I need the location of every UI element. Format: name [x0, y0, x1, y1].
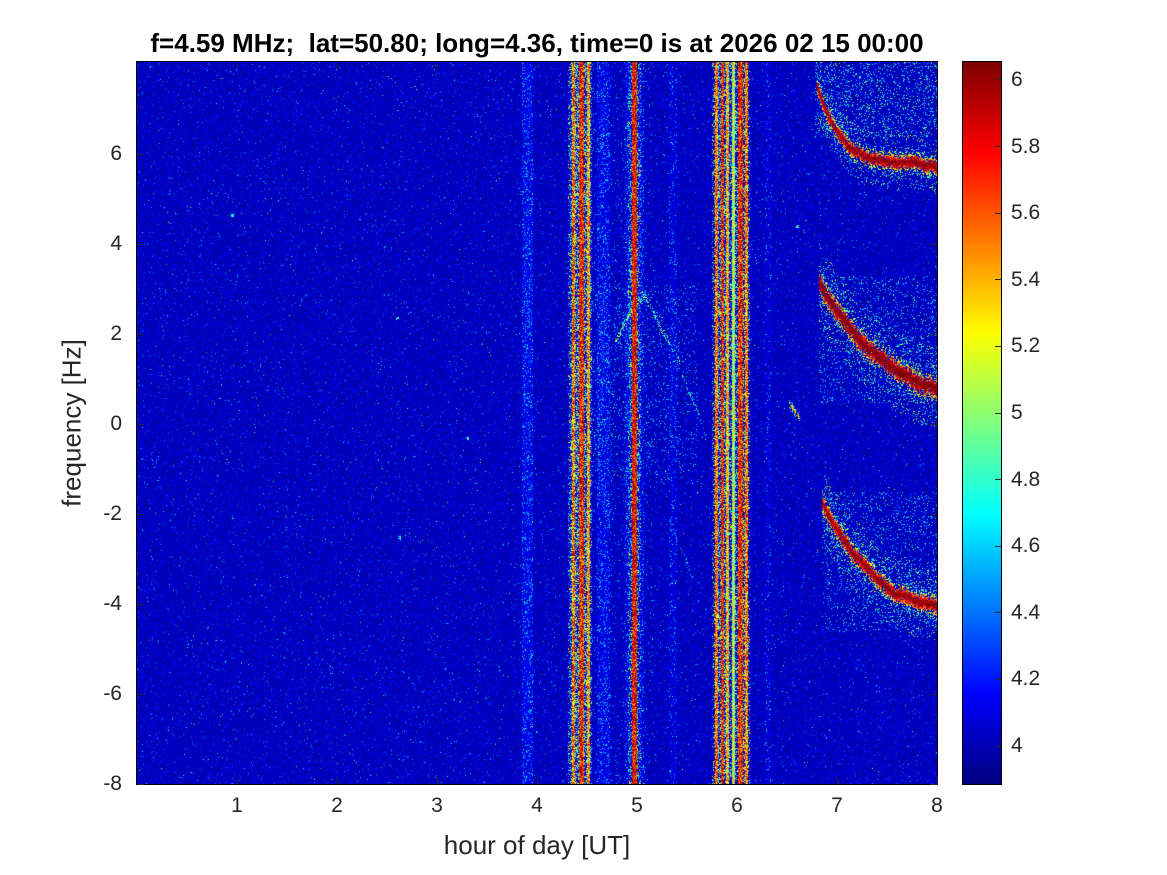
y-tick-mark: [137, 244, 144, 245]
colorbar-tick-label: 4.8: [1011, 468, 1040, 492]
x-tick-mark: [237, 62, 238, 69]
y-tick-label: 2: [42, 322, 122, 346]
colorbar-tick-mark: [995, 479, 1001, 480]
y-tick-mark: [137, 784, 144, 785]
x-tick-label: 1: [231, 794, 243, 818]
colorbar-tick-label: 4.2: [1011, 667, 1040, 691]
colorbar-tick-mark: [995, 746, 1001, 747]
colorbar-tick-label: 5.2: [1011, 334, 1040, 358]
colorbar-tick-label: 5: [1011, 401, 1023, 425]
y-tick-mark: [137, 334, 144, 335]
y-tick-mark: [137, 604, 144, 605]
y-tick-label: -8: [42, 772, 122, 796]
x-tick-mark: [337, 62, 338, 69]
y-tick-mark: [930, 244, 937, 245]
y-tick-mark: [930, 784, 937, 785]
colorbar-canvas: [963, 62, 1001, 784]
x-tick-mark: [837, 62, 838, 69]
y-tick-mark: [137, 514, 144, 515]
y-tick-mark: [137, 694, 144, 695]
colorbar-tick-mark: [995, 346, 1001, 347]
x-tick-label: 6: [731, 794, 743, 818]
x-tick-mark: [237, 777, 238, 784]
colorbar-tick-mark: [995, 279, 1001, 280]
y-tick-label: 6: [42, 142, 122, 166]
colorbar-tick-label: 5.8: [1011, 135, 1040, 159]
colorbar-tick-mark: [995, 679, 1001, 680]
x-tick-mark: [337, 777, 338, 784]
x-tick-mark: [937, 62, 938, 69]
y-tick-mark: [930, 694, 937, 695]
y-tick-label: -4: [42, 592, 122, 616]
colorbar-tick-label: 4: [1011, 734, 1023, 758]
x-tick-mark: [437, 62, 438, 69]
x-tick-mark: [537, 62, 538, 69]
x-tick-label: 2: [331, 794, 343, 818]
colorbar-tick-mark: [995, 146, 1001, 147]
colorbar-tick-label: 4.6: [1011, 534, 1040, 558]
x-tick-mark: [837, 777, 838, 784]
colorbar-tick-mark: [995, 612, 1001, 613]
spectrogram-figure: f=4.59 MHz; lat=50.80; long=4.36, time=0…: [0, 0, 1167, 875]
x-tick-label: 3: [431, 794, 443, 818]
x-tick-label: 5: [631, 794, 643, 818]
x-tick-label: 8: [931, 794, 943, 818]
colorbar-tick-label: 4.4: [1011, 601, 1040, 625]
y-tick-mark: [930, 334, 937, 335]
y-tick-label: -2: [42, 502, 122, 526]
y-tick-mark: [930, 424, 937, 425]
x-tick-label: 7: [831, 794, 843, 818]
x-tick-label: 4: [531, 794, 543, 818]
x-tick-mark: [637, 777, 638, 784]
colorbar-tick-label: 5.6: [1011, 201, 1040, 225]
y-tick-mark: [930, 514, 937, 515]
colorbar-tick-label: 6: [1011, 68, 1023, 92]
x-tick-mark: [537, 777, 538, 784]
colorbar-tick-mark: [995, 79, 1001, 80]
x-axis-label: hour of day [UT]: [137, 830, 937, 861]
y-tick-label: 4: [42, 232, 122, 256]
x-tick-mark: [737, 777, 738, 784]
y-tick-label: -6: [42, 682, 122, 706]
y-tick-mark: [137, 154, 144, 155]
spectrogram-canvas: [137, 62, 937, 784]
chart-title: f=4.59 MHz; lat=50.80; long=4.36, time=0…: [84, 28, 990, 59]
colorbar-tick-mark: [995, 413, 1001, 414]
x-tick-mark: [437, 777, 438, 784]
y-tick-mark: [930, 154, 937, 155]
x-tick-mark: [737, 62, 738, 69]
y-tick-mark: [930, 604, 937, 605]
x-tick-mark: [637, 62, 638, 69]
y-tick-label: 0: [42, 412, 122, 436]
colorbar-tick-mark: [995, 546, 1001, 547]
colorbar-tick-label: 5.4: [1011, 268, 1040, 292]
colorbar-tick-mark: [995, 213, 1001, 214]
y-tick-mark: [137, 424, 144, 425]
